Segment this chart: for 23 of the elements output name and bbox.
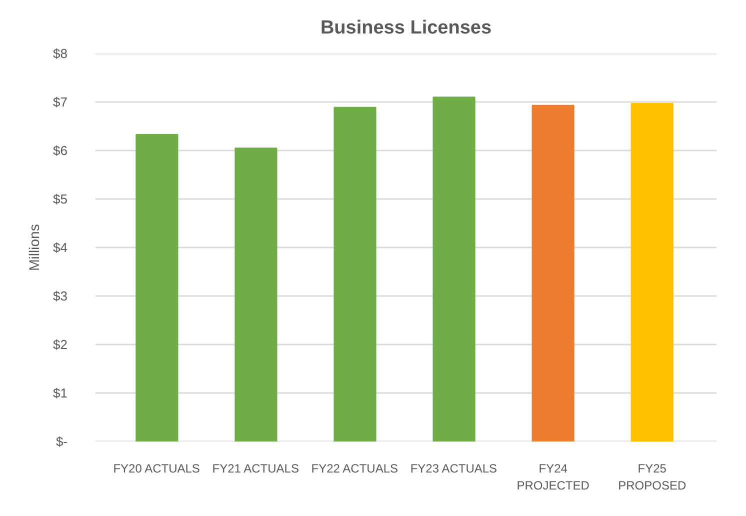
x-tick-label: FY22 ACTUALS (311, 462, 398, 476)
bar (432, 96, 476, 442)
y-tick-label: $- (56, 434, 68, 449)
bar (630, 102, 674, 442)
chart-title: Business Licenses (320, 18, 492, 38)
y-tick-label: $3 (53, 288, 68, 304)
bar (334, 106, 376, 442)
x-tick-label: FY24 PROJECTED (516, 462, 590, 492)
y-tick-label: $5 (53, 192, 68, 206)
bar (532, 104, 574, 442)
y-tick-label: $7 (53, 94, 68, 110)
y-tick-label: $4 (53, 240, 68, 255)
y-tick-label: $1 (53, 386, 68, 400)
x-tick-label: FY25 PROPOSED (618, 462, 686, 492)
x-tick-label: FY21 ACTUALS (212, 462, 299, 476)
x-tick-label: FY20 ACTUALS (113, 462, 200, 476)
x-tick-label: FY23 ACTUALS (410, 462, 498, 476)
y-tick-label: $8 (53, 46, 68, 61)
bar (136, 134, 178, 442)
y-axis-title: Millions (26, 224, 42, 271)
y-tick-label: $6 (53, 143, 68, 158)
bar (234, 148, 278, 442)
y-tick-label: $2 (53, 337, 68, 352)
